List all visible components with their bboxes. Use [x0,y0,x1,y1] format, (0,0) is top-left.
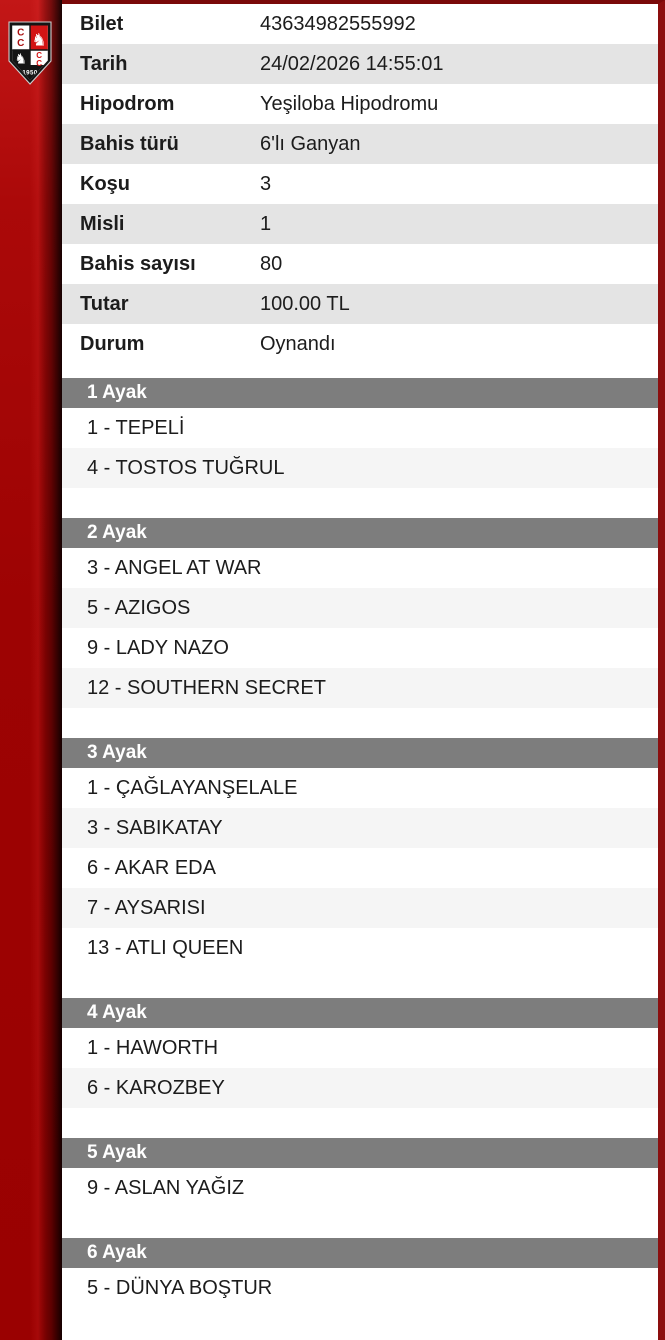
crest-letter: C [17,38,24,49]
horse-row: 3 - SABIKATAY [62,808,658,848]
ticket-row-label: Hipodrom [80,93,175,115]
ticket-row-value: 3 [260,173,272,195]
horse-row: 7 - AYSARISI [62,888,658,928]
horse-row: 1 - TEPELİ [62,408,658,448]
ticket-row-value: 100.00 TL [260,293,350,315]
ticket-row-label: Misli [80,213,125,235]
legs-list: 1 Ayak 1 - TEPELİ 4 - TOSTOS TUĞRUL 2 Ay… [62,378,658,1308]
ticket-row: Bahis sayısı 80 [62,244,658,284]
ticket-row: Tutar 100.00 TL [62,284,658,324]
ticket-row-value: 80 [260,253,283,275]
horse-head-icon: ♞ [15,52,28,68]
ticket-row-value: 24/02/2026 14:55:01 [260,53,444,75]
ticket-row: Misli 1 [62,204,658,244]
horse-row: 1 - ÇAĞLAYANŞELALE [62,768,658,808]
horse-row: 9 - LADY NAZO [62,628,658,668]
leg-header: 3 Ayak [62,738,658,768]
ticket-row-label: Bahis sayısı [80,253,196,275]
crest-letter: C [36,59,42,68]
crest-letter: C [36,51,42,60]
leg-header: 4 Ayak [62,998,658,1028]
ticket-row-value: 1 [260,213,272,235]
horse-row: 6 - AKAR EDA [62,848,658,888]
ticket-row-label: Tutar [80,293,129,315]
ticket-row: Koşu 3 [62,164,658,204]
ticket-status-value: Oynandı [260,333,336,355]
ticket-row: Tarih 24/02/2026 14:55:01 [62,44,658,84]
horse-row: 12 - SOUTHERN SECRET [62,668,658,708]
ticket-row-label: Durum [80,333,145,355]
horse-row: 3 - ANGEL AT WAR [62,548,658,588]
ticket-row-value: 6'lı Ganyan [260,133,361,155]
horse-row: 5 - DÜNYA BOŞTUR [62,1268,658,1308]
horse-row: 5 - AZIGOS [62,588,658,628]
horse-row: 13 - ATLI QUEEN [62,928,658,968]
crest-letter: C [17,28,24,39]
ticket-row-value: 43634982555992 [260,13,416,35]
club-crest: ♞ ♞ C C C C 1950 [8,21,52,85]
ticket-row-value: Yeşiloba Hipodromu [260,93,439,115]
ticket-row: Bilet 43634982555992 [62,4,658,44]
leg-header: 1 Ayak [62,378,658,408]
ticket-row: Hipodrom Yeşiloba Hipodromu [62,84,658,124]
leg-header: 2 Ayak [62,518,658,548]
horse-row: 6 - KAROZBEY [62,1068,658,1108]
leg-section-4: 4 Ayak 1 - HAWORTH 6 - KAROZBEY [62,998,658,1108]
crest-quadrant-red [30,25,48,50]
leg-header: 5 Ayak [62,1138,658,1168]
horse-row: 4 - TOSTOS TUĞRUL [62,448,658,488]
crest-year: 1950 [22,70,38,77]
ticket-row-label: Bahis türü [80,133,179,155]
ticket-row-label: Koşu [80,173,130,195]
red-side-band [0,0,62,1340]
leg-section-3: 3 Ayak 1 - ÇAĞLAYANŞELALE 3 - SABIKATAY … [62,738,658,968]
horse-row: 1 - HAWORTH [62,1028,658,1068]
horse-head-icon: ♞ [32,31,47,51]
leg-section-1: 1 Ayak 1 - TEPELİ 4 - TOSTOS TUĞRUL [62,378,658,488]
ticket-table: Bilet 43634982555992 Tarih 24/02/2026 14… [62,4,658,364]
ticket-row-label: Bilet [80,13,124,35]
leg-header: 6 Ayak [62,1238,658,1268]
ticket-row: Durum Oynandı [62,324,658,364]
horse-row: 9 - ASLAN YAĞIZ [62,1168,658,1208]
ticket-row: Bahis türü 6'lı Ganyan [62,124,658,164]
leg-section-6: 6 Ayak 5 - DÜNYA BOŞTUR [62,1238,658,1308]
ticket-panel: Bilet 43634982555992 Tarih 24/02/2026 14… [62,0,665,1340]
ticket-row-label: Tarih [80,53,128,75]
leg-section-5: 5 Ayak 9 - ASLAN YAĞIZ [62,1138,658,1208]
leg-section-2: 2 Ayak 3 - ANGEL AT WAR 5 - AZIGOS 9 - L… [62,518,658,708]
